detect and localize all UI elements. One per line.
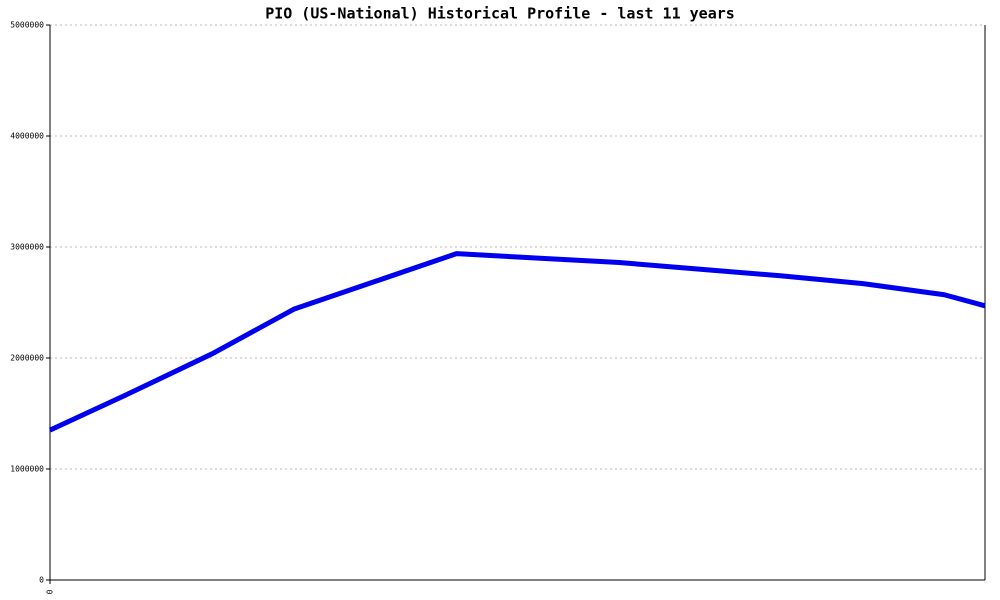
y-tick-label: 5000000 (10, 21, 44, 30)
y-tick-label: 4000000 (10, 132, 44, 141)
x-tick-label: 0 (46, 589, 55, 594)
y-tick-label: 3000000 (10, 243, 44, 252)
y-tick-label: 0 (39, 576, 44, 585)
data-line (48, 251, 986, 433)
y-tick-label: 1000000 (10, 465, 44, 474)
y-tick-label: 2000000 (10, 354, 44, 363)
chart-title: PIO (US-National) Historical Profile - l… (265, 5, 735, 23)
